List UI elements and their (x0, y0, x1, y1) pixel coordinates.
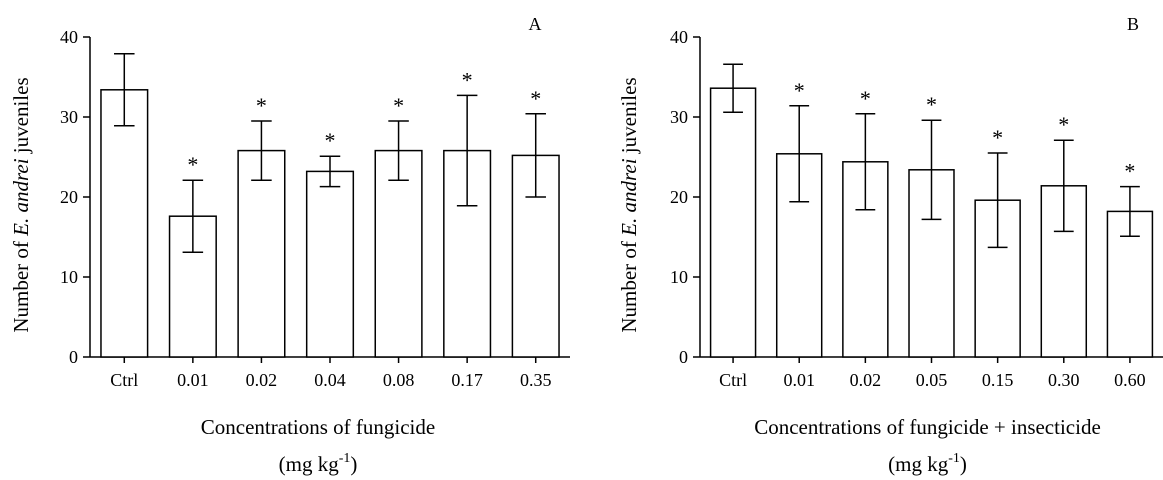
y-tick-label: 30 (670, 107, 688, 127)
y-tick-label: 10 (670, 267, 688, 287)
y-tick-label: 40 (670, 27, 688, 47)
significance-marker: * (187, 152, 198, 177)
significance-marker: * (462, 67, 473, 92)
y-tick-label: 0 (679, 347, 688, 367)
y-tick-label: 0 (69, 347, 78, 367)
x-tick-label: 0.01 (177, 370, 209, 390)
bar (374, 149, 423, 358)
x-tick-label: 0.01 (783, 370, 815, 390)
x-tick-label: 0.60 (1114, 370, 1146, 390)
x-tick-label: 0.08 (383, 370, 415, 390)
x-tick-label: 0.02 (850, 370, 882, 390)
bar (305, 170, 355, 358)
significance-marker: * (325, 128, 336, 153)
bar (237, 149, 286, 358)
y-tick-label: 20 (670, 187, 688, 207)
x-tick-label: 0.02 (246, 370, 278, 390)
x-tick-label: 0.05 (916, 370, 948, 390)
significance-marker: * (530, 86, 541, 111)
x-tick-label: 0.35 (520, 370, 552, 390)
significance-marker: * (256, 93, 267, 118)
x-tick-label: 0.15 (982, 370, 1014, 390)
significance-marker: * (926, 92, 937, 117)
x-axis-label: Concentrations of fungicide (201, 415, 435, 439)
bar (709, 87, 757, 358)
y-axis-label: Number of E. andrei juveniles (617, 77, 641, 332)
x-tick-label: Ctrl (110, 370, 138, 390)
chart-panel-b: 0 10 20 30 40 Number of E. andrei juveniles Ct… (617, 14, 1163, 476)
y-tick-label: 30 (60, 107, 78, 127)
bar (100, 89, 149, 358)
significance-marker: * (393, 93, 404, 118)
x-axis-label: Concentrations of fungicide + insecticid… (754, 415, 1101, 439)
panel-label: A (529, 14, 542, 34)
significance-marker: * (860, 86, 871, 111)
x-axis-unit: (mg kg-1) (888, 451, 967, 476)
significance-marker: * (1124, 159, 1135, 184)
x-tick-label: 0.04 (314, 370, 346, 390)
y-tick-label: 10 (60, 267, 78, 287)
x-tick-label: 0.30 (1048, 370, 1080, 390)
x-axis-unit: (mg kg-1) (279, 451, 358, 476)
significance-marker: * (992, 125, 1003, 150)
significance-marker: * (1058, 112, 1069, 137)
x-tick-label: 0.17 (451, 370, 483, 390)
panel-label: B (1127, 14, 1139, 34)
y-tick-label: 20 (60, 187, 78, 207)
x-tick-label: Ctrl (719, 370, 747, 390)
y-tick-label: 40 (60, 27, 78, 47)
y-axis-label: Number of E. andrei juveniles (9, 77, 33, 332)
significance-marker: * (794, 78, 805, 103)
chart-panel-a: 0 10 20 30 40 Number of E. andrei juveniles Ct… (9, 14, 570, 476)
